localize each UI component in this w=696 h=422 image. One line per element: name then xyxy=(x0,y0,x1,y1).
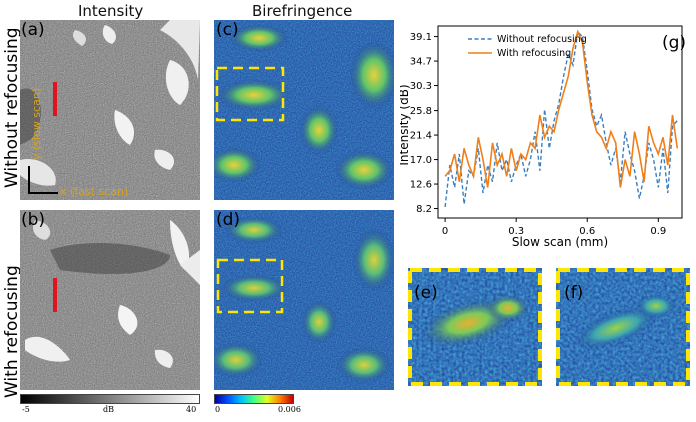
axis-arrow-x xyxy=(28,192,58,194)
y-axis-title: Intensity (dB) xyxy=(400,84,411,165)
birefringence-image-with xyxy=(214,210,394,390)
y-tick-label: 8.2 xyxy=(416,204,432,215)
birefringence-colorbar xyxy=(214,394,294,404)
x-axis-ticks: 0 0.3 0.6 0.9 xyxy=(442,218,666,237)
intensity-cbar-unit: dB xyxy=(103,405,114,414)
panel-e-zoom-without xyxy=(408,268,542,386)
birefringence-column-title: Birefringence xyxy=(252,2,353,20)
birefringence-image-without xyxy=(214,20,394,200)
y-axis-ticks: 8.2 12.6 17.0 21.4 25.8 30.3 34.7 39.1 xyxy=(410,32,438,215)
intensity-profile-chart: 8.212.617.021.425.830.334.739.1 0 0.3 0.6 0… xyxy=(400,25,683,249)
intensity-cbar-min: -5 xyxy=(22,405,30,414)
zoom-image-with xyxy=(556,268,690,386)
x-tick-label: 0.3 xyxy=(508,226,524,237)
panel-b-intensity-with xyxy=(20,210,200,390)
y-tick-label: 34.7 xyxy=(410,57,432,68)
panel-label-f: (f) xyxy=(564,283,584,303)
panel-a-intensity-without: y (slow scan) x (fast scan) xyxy=(20,20,200,200)
row-label-with-refocusing: With refocusing xyxy=(2,265,22,398)
highlight-box-c xyxy=(215,66,285,122)
row-label-without-refocusing: Without refocusing xyxy=(2,27,22,188)
panel-label-g: (g) xyxy=(662,33,687,53)
panel-label-e: (e) xyxy=(414,283,438,303)
intensity-colorbar xyxy=(20,394,200,404)
legend-label-with: With refocusing xyxy=(497,48,571,59)
intensity-cbar-max: 40 xyxy=(186,405,197,414)
birefringence-cbar-min: 0 xyxy=(215,405,221,414)
y-tick-label: 12.6 xyxy=(410,180,432,191)
axis-hint-slow: y (slow scan) xyxy=(30,87,43,160)
intensity-image-without xyxy=(20,20,200,200)
highlight-box-d xyxy=(216,258,284,314)
panel-c-birefringence-without xyxy=(214,20,394,200)
intensity-column-title: Intensity xyxy=(78,2,144,20)
axis-hint-fast: x (fast scan) xyxy=(60,185,129,198)
y-tick-label: 17.0 xyxy=(410,155,432,166)
x-tick-label: 0.6 xyxy=(579,226,595,237)
zoom-border-f xyxy=(556,268,690,386)
y-tick-label: 30.3 xyxy=(410,81,432,92)
birefringence-cbar-max: 0.006 xyxy=(278,405,301,414)
zoom-image-without xyxy=(408,268,542,386)
panel-d-birefringence-with xyxy=(214,210,394,390)
series-line-with-refocusing xyxy=(444,29,679,188)
legend-label-without: Without refocusing xyxy=(497,34,587,45)
panel-label-b: (b) xyxy=(21,210,46,230)
y-tick-label: 21.4 xyxy=(410,131,432,142)
plot-frame xyxy=(437,25,683,219)
x-axis-title: Slow scan (mm) xyxy=(512,235,608,249)
panel-label-c: (c) xyxy=(216,20,239,40)
scan-line-a xyxy=(53,82,57,116)
x-tick-label: 0.9 xyxy=(650,226,666,237)
x-tick-label: 0 xyxy=(442,226,448,237)
panel-f-zoom-with xyxy=(556,268,690,386)
panel-label-d: (d) xyxy=(216,210,241,230)
intensity-image-with xyxy=(20,210,200,390)
series-line-without-refocusing xyxy=(444,29,678,207)
y-tick-label: 39.1 xyxy=(410,32,432,43)
scan-line-b xyxy=(53,278,57,312)
y-tick-label: 25.8 xyxy=(410,106,432,117)
axis-arrow-y xyxy=(28,166,30,194)
panel-label-a: (a) xyxy=(21,20,45,40)
chart-legend: Without refocusing With refocusing xyxy=(468,34,587,59)
zoom-border-e xyxy=(408,268,542,386)
